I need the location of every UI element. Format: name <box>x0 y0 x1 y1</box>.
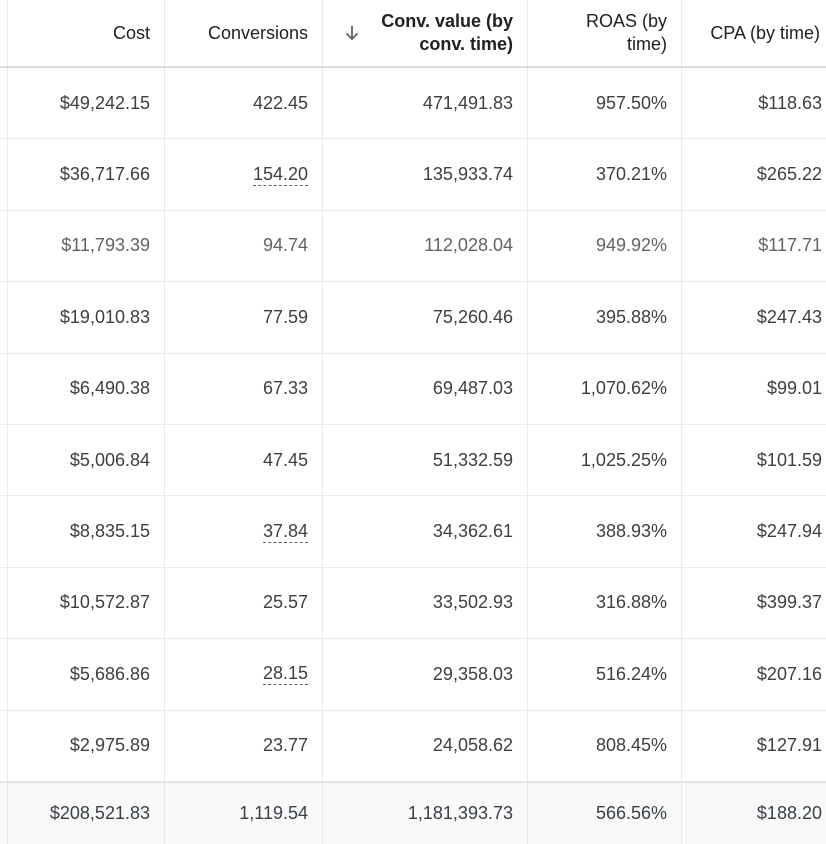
row-spacer <box>0 282 8 353</box>
cell-roas: 370.21% <box>528 139 682 210</box>
cell-cost: $5,686.86 <box>8 639 165 710</box>
cell-roas: 1,025.25% <box>528 424 682 496</box>
table-row[interactable]: $5,006.84 47.45 51,332.59 1,025.25% $101… <box>0 424 826 497</box>
column-header-cpa-label: CPA (by time) <box>710 22 820 43</box>
cell-roas: 957.50% <box>528 68 682 139</box>
row-spacer <box>0 782 8 844</box>
cell-conv-value: 75,260.46 <box>323 282 528 353</box>
cell-cpa: $247.43 <box>756 306 822 327</box>
column-header-conv-value-label: Conv. value (by conv. time) <box>381 10 513 56</box>
cell-cpa: $265.22 <box>756 164 822 185</box>
cell-cost: $11,793.39 <box>8 210 165 282</box>
cell-cost: $8,835.15 <box>8 496 165 567</box>
column-header-cost-label: Cost <box>112 22 150 43</box>
column-header-cost[interactable]: Cost <box>8 0 165 66</box>
cell-conversions: 37.84 <box>165 496 323 567</box>
cell-conversions: 47.45 <box>165 424 323 496</box>
column-header-conversions-label: Conversions <box>207 22 308 43</box>
conversions-tooltip-value[interactable]: 154.20 <box>252 163 308 186</box>
column-header-roas[interactable]: ROAS (by time) <box>528 0 682 66</box>
table-row[interactable]: $10,572.87 25.57 33,502.93 316.88% $399.… <box>0 567 826 640</box>
table-row[interactable]: $5,686.86 28.15 29,358.03 516.24% $207.1… <box>0 639 826 711</box>
cell-conversions: 28.15 <box>165 639 323 710</box>
cell-cost: $2,975.89 <box>8 710 165 781</box>
row-spacer <box>0 210 8 282</box>
cell-conv-value: 34,362.61 <box>323 496 528 567</box>
cell-conversions: 77.59 <box>165 282 323 353</box>
cell-conversions: 67.33 <box>165 353 323 424</box>
cell-conv-value: 471,491.83 <box>323 68 528 139</box>
cell-roas: 949.92% <box>528 210 682 282</box>
cell-cost: $10,572.87 <box>8 567 165 639</box>
cell-roas: 808.45% <box>528 710 682 781</box>
cell-cost: $5,006.84 <box>8 424 165 496</box>
cell-roas: 516.24% <box>528 639 682 710</box>
total-cost: $208,521.83 <box>8 782 165 844</box>
cell-cpa: $399.37 <box>756 592 822 613</box>
column-header-conv-value[interactable]: Conv. value (by conv. time) <box>323 0 528 66</box>
table-header: Cost Conversions Conv. value (by conv. t… <box>0 0 826 68</box>
cell-conv-value: 135,933.74 <box>323 139 528 210</box>
cell-roas: 316.88% <box>528 567 682 639</box>
cell-cpa: $99.01 <box>766 378 822 399</box>
row-spacer <box>0 639 8 710</box>
cell-roas: 388.93% <box>528 496 682 567</box>
table-row[interactable]: $6,490.38 67.33 69,487.03 1,070.62% $99.… <box>0 353 826 425</box>
cell-cost: $6,490.38 <box>8 353 165 424</box>
conversions-tooltip-value[interactable]: 28.15 <box>262 663 308 686</box>
cell-cost: $49,242.15 <box>8 68 165 139</box>
total-conv-value: 1,181,393.73 <box>323 782 528 844</box>
roas-label-line2: time) <box>627 34 667 54</box>
cell-cpa: $118.63 <box>758 92 822 113</box>
row-spacer <box>0 68 8 139</box>
cell-conv-value: 112,028.04 <box>323 210 528 282</box>
cell-cpa: $247.94 <box>756 521 822 542</box>
cell-cpa: $127.91 <box>756 735 822 756</box>
table-row[interactable]: $49,242.15 422.45 471,491.83 957.50% $11… <box>0 68 826 140</box>
cell-cpa: $101.59 <box>756 449 822 470</box>
row-spacer <box>0 424 8 496</box>
row-spacer <box>0 496 8 567</box>
cell-conversions: 94.74 <box>165 210 323 282</box>
cell-roas: 395.88% <box>528 282 682 353</box>
table-row[interactable]: $19,010.83 77.59 75,260.46 395.88% $247.… <box>0 282 826 354</box>
cell-roas: 1,070.62% <box>528 353 682 424</box>
conversions-tooltip-value[interactable]: 37.84 <box>262 520 308 543</box>
cell-cpa: $117.71 <box>758 235 822 256</box>
cell-conv-value: 69,487.03 <box>323 353 528 424</box>
cell-conv-value: 24,058.62 <box>323 710 528 781</box>
table-row[interactable]: $8,835.15 37.84 34,362.61 388.93% $247.9… <box>0 496 826 568</box>
row-spacer <box>0 710 8 781</box>
cell-conv-value: 51,332.59 <box>323 424 528 496</box>
arrow-down-icon <box>343 24 361 42</box>
cell-cpa: $207.16 <box>756 663 822 684</box>
total-cpa: $188.20 <box>756 802 822 823</box>
cell-conversions: 422.45 <box>165 68 323 139</box>
cell-conversions: 25.57 <box>165 567 323 639</box>
cell-conv-value: 33,502.93 <box>323 567 528 639</box>
row-spacer <box>0 139 8 210</box>
row-spacer <box>0 0 8 66</box>
table-row[interactable]: $2,975.89 23.77 24,058.62 808.45% $127.9… <box>0 710 826 782</box>
cell-cost: $19,010.83 <box>8 282 165 353</box>
cell-conv-value: 29,358.03 <box>323 639 528 710</box>
row-spacer <box>0 567 8 639</box>
column-header-cpa[interactable]: CPA (by time) <box>682 0 826 66</box>
row-spacer <box>0 353 8 424</box>
cell-conversions: 23.77 <box>165 710 323 781</box>
conv-value-label-line2: conv. time) <box>419 34 513 54</box>
total-row: $208,521.83 1,119.54 1,181,393.73 566.56… <box>0 781 826 844</box>
conv-value-label-line1: Conv. value (by <box>381 11 513 31</box>
column-header-conversions[interactable]: Conversions <box>165 0 323 66</box>
cell-conversions: 154.20 <box>165 139 323 210</box>
table-row[interactable]: $36,717.66 154.20 135,933.74 370.21% $26… <box>0 139 826 211</box>
total-roas: 566.56% <box>528 782 682 844</box>
cell-cost: $36,717.66 <box>8 139 165 210</box>
column-header-roas-label: ROAS (by time) <box>586 10 667 56</box>
roas-label-line1: ROAS (by <box>585 11 667 31</box>
table-row[interactable]: $11,793.39 94.74 112,028.04 949.92% $117… <box>0 210 826 283</box>
total-conversions: 1,119.54 <box>165 782 323 844</box>
